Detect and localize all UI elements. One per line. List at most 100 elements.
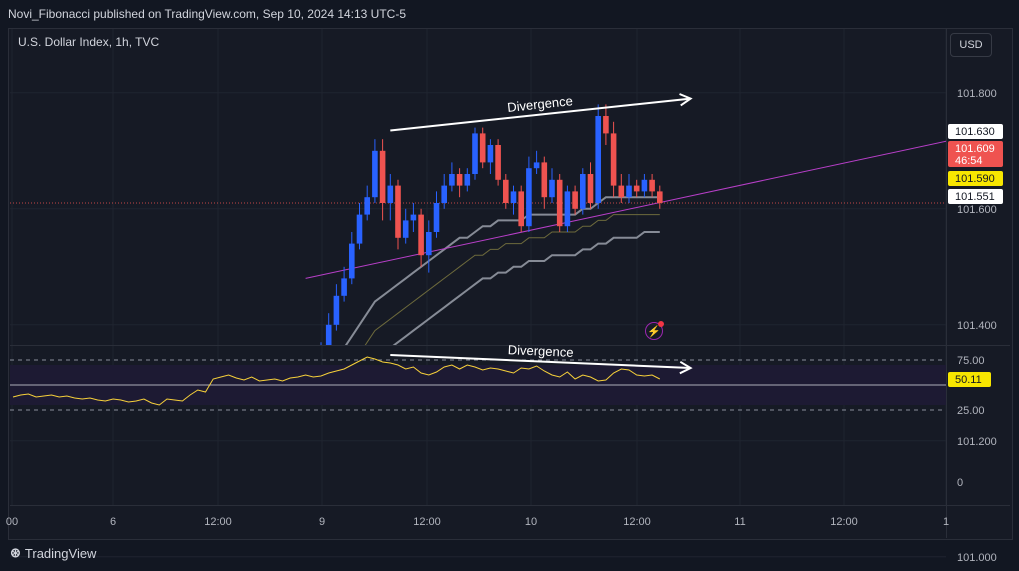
candle-body — [464, 174, 471, 186]
candle — [495, 139, 501, 186]
candle-body — [503, 179, 509, 203]
candle-body — [649, 179, 655, 192]
grid — [10, 29, 947, 558]
lightning-icon[interactable]: ⚡ — [645, 321, 664, 340]
candle — [472, 127, 478, 180]
candle — [595, 104, 601, 209]
rsi-tick-label: 75.00 — [957, 355, 985, 367]
price-divergence-label: Divergence — [506, 93, 573, 115]
candle-body — [372, 150, 378, 198]
candle — [549, 168, 555, 203]
candle — [426, 220, 432, 273]
price-label-value: 101.609 — [955, 143, 995, 155]
candle-body — [272, 418, 278, 430]
rsi-value-label: 50.11 — [955, 374, 982, 386]
candle — [441, 174, 447, 209]
candle — [264, 406, 270, 423]
candle-body — [10, 476, 16, 493]
candle — [395, 179, 401, 250]
candle-body — [533, 162, 540, 169]
candle-body — [264, 412, 270, 418]
candle-body — [64, 516, 70, 522]
candle — [257, 400, 263, 435]
candle-body — [364, 197, 370, 215]
candle-body — [410, 214, 417, 221]
candle — [26, 464, 32, 493]
candle-body — [510, 191, 517, 203]
candle-body — [318, 348, 324, 360]
candle — [503, 174, 509, 209]
time-tick-label: 1 — [943, 516, 949, 528]
time-tick-label: 00 — [6, 516, 18, 528]
candle — [349, 232, 355, 285]
candle — [657, 185, 663, 209]
candle — [564, 185, 571, 232]
candle — [33, 476, 39, 522]
candle-body — [95, 528, 101, 540]
candle — [479, 127, 486, 169]
candle — [87, 522, 93, 539]
rsi-tick-label: 0 — [957, 477, 963, 489]
price-label-box — [948, 124, 1003, 139]
candle-body — [580, 174, 586, 209]
candle-body — [87, 528, 93, 534]
candle — [387, 174, 394, 221]
candle — [272, 412, 278, 435]
candle — [56, 505, 62, 522]
price-tick-label: 101.000 — [957, 552, 997, 564]
alert-dot — [658, 321, 664, 327]
candle — [72, 516, 78, 533]
candle — [633, 179, 640, 198]
candle — [526, 156, 532, 232]
price-label-box — [948, 189, 1003, 204]
candle — [364, 185, 370, 221]
candle — [610, 121, 617, 198]
price-tick-label: 101.600 — [957, 204, 997, 216]
symbol-title: U.S. Dollar Index, 1h, TVC — [18, 35, 160, 49]
rsi-pane — [10, 356, 946, 411]
candle-body — [633, 185, 640, 192]
tradingview-logo[interactable]: ⊛ TradingView — [10, 545, 96, 561]
time-tick-label: 6 — [110, 516, 116, 528]
candle-body — [18, 481, 24, 493]
price-tick-label: 101.800 — [957, 88, 997, 100]
candle-body — [41, 505, 47, 517]
candle-body — [595, 116, 601, 203]
candle-body — [441, 185, 447, 203]
candle-body — [249, 418, 255, 430]
candle-body — [472, 133, 478, 174]
candle — [379, 139, 386, 221]
candle — [418, 208, 424, 267]
candle — [649, 174, 655, 198]
time-tick-label: 12:00 — [413, 516, 441, 528]
candle-body — [356, 214, 363, 244]
ema-upper-line — [344, 196, 660, 345]
candle — [372, 139, 378, 203]
price-label-box — [948, 171, 1003, 186]
candle-body — [80, 528, 86, 534]
candle-body — [572, 191, 578, 209]
chart-panel[interactable] — [8, 28, 1013, 540]
candle-body — [26, 481, 32, 487]
candle — [533, 150, 540, 174]
publisher-bar: Novi_Fibonacci published on TradingView.… — [0, 0, 1019, 28]
candle-body — [456, 174, 463, 186]
candle-body — [626, 185, 632, 198]
time-tick-label: 9 — [319, 516, 325, 528]
candle — [556, 174, 563, 232]
candle-body — [449, 174, 455, 186]
candle-body — [349, 243, 355, 279]
candle-body — [549, 179, 555, 198]
candle-body — [487, 145, 494, 163]
price-label-value: 101.551 — [955, 191, 995, 203]
time-tick-label: 11 — [734, 516, 745, 528]
candle-body — [218, 406, 224, 452]
candle-body — [610, 133, 617, 186]
candle-body — [203, 383, 209, 534]
price-label-box — [948, 141, 1003, 167]
candle-body — [341, 278, 347, 296]
currency-button[interactable]: USD — [950, 33, 992, 57]
candle — [518, 185, 524, 232]
candle-body — [618, 185, 625, 198]
